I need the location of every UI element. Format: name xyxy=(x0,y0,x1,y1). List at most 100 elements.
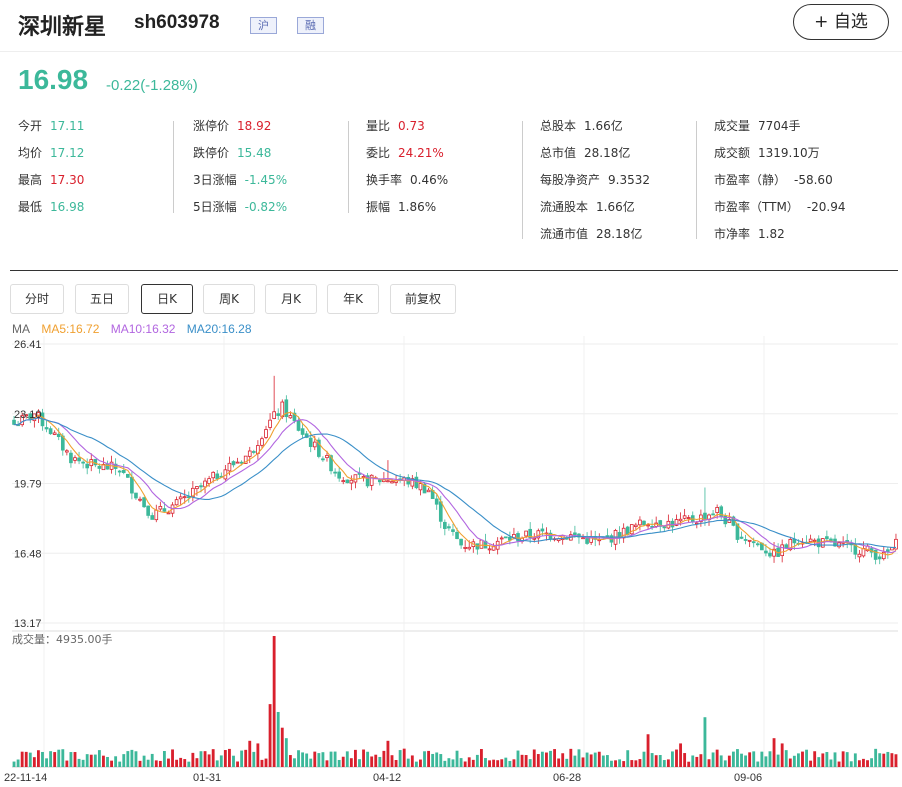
volume-bar xyxy=(853,753,857,767)
volume-bar xyxy=(179,757,183,767)
volume-bar xyxy=(203,751,207,767)
volume-bar xyxy=(679,743,682,767)
volume-bar xyxy=(475,754,479,767)
y-tick-label: 13.17 xyxy=(14,618,42,630)
volume-bar xyxy=(671,751,674,767)
volume-bar xyxy=(256,743,260,767)
volume-bar xyxy=(455,750,459,767)
volume-bar xyxy=(126,751,130,767)
stat-label: 流通市值 xyxy=(540,227,589,241)
candle-body xyxy=(36,412,41,417)
candle-body xyxy=(455,531,459,540)
tab-intraday[interactable]: 分时 xyxy=(10,284,64,314)
volume-bar xyxy=(398,750,402,767)
add-watchlist-button[interactable]: + 自选 xyxy=(793,4,889,40)
candle-body xyxy=(235,461,240,464)
tab-yearly-k[interactable]: 年K xyxy=(327,284,379,314)
candle-body xyxy=(65,450,69,453)
candle-body xyxy=(877,556,882,560)
volume-bar xyxy=(431,753,435,767)
candle-body xyxy=(292,412,297,422)
stat-value: 24.21% xyxy=(398,146,444,160)
candle-body xyxy=(788,538,793,551)
candle-body xyxy=(629,524,634,535)
volume-bar xyxy=(378,756,382,767)
candle-body xyxy=(69,452,73,464)
volume-bar xyxy=(614,760,617,767)
volume-bar xyxy=(463,761,467,767)
stats-divider xyxy=(522,121,523,239)
volume-bar xyxy=(366,751,370,767)
volume-bar xyxy=(870,758,874,767)
volume-bar xyxy=(496,760,500,767)
volume-bar xyxy=(329,751,333,767)
volume-bar xyxy=(12,761,16,767)
volume-bar xyxy=(634,760,638,767)
candle-body xyxy=(251,451,256,453)
tab-monthly-k[interactable]: 月K xyxy=(265,284,317,314)
volume-bar xyxy=(280,727,284,767)
volume-bar xyxy=(492,759,496,767)
volume-bar xyxy=(687,761,691,767)
volume-bar xyxy=(650,753,654,767)
volume-bar xyxy=(642,751,646,767)
volume-bar xyxy=(711,752,715,767)
candle-body xyxy=(24,414,29,417)
candle-body xyxy=(93,458,98,466)
volume-bar xyxy=(691,755,695,767)
candle-body xyxy=(239,461,244,464)
stat-label: 涨停价 xyxy=(193,119,230,133)
volume-bar xyxy=(764,756,768,767)
candle-body xyxy=(48,428,53,435)
stat-row: 市净率 1.82 xyxy=(714,221,846,248)
kline-chart[interactable]: 26.41 23.10 19.79 16.48 13.17 成交量：4935.00手 22-… xyxy=(0,336,902,787)
volume-bar xyxy=(683,753,687,767)
volume-bar xyxy=(866,760,869,767)
tab-daily-k[interactable]: 日K xyxy=(141,284,193,314)
volume-bar xyxy=(553,749,556,767)
volume-bar xyxy=(297,750,300,767)
volume-bar xyxy=(504,757,508,767)
volume-bar xyxy=(337,759,341,767)
candle-body xyxy=(491,546,496,551)
volume-bar xyxy=(715,749,719,767)
candle-body xyxy=(81,461,85,464)
stat-row: 涨停价 18.92 xyxy=(193,113,287,140)
volume-bar xyxy=(500,759,504,767)
volume-bar xyxy=(317,753,321,767)
volume-bar xyxy=(658,755,662,767)
candle-body xyxy=(751,541,756,544)
volume-bar xyxy=(390,755,394,767)
volume-bar xyxy=(309,758,313,767)
tab-five-day[interactable]: 五日 xyxy=(75,284,129,314)
stat-value: 1.66亿 xyxy=(584,119,623,133)
stat-row: 市盈率（静） -58.60 xyxy=(714,167,846,194)
x-tick-label: 09-06 xyxy=(734,772,762,784)
stat-label: 成交量 xyxy=(714,119,751,133)
tab-weekly-k[interactable]: 周K xyxy=(203,284,255,314)
volume-bar xyxy=(699,754,703,767)
stat-label: 跌停价 xyxy=(193,146,230,160)
candle-body xyxy=(207,478,211,484)
stat-value: 28.18亿 xyxy=(584,146,631,160)
candle-body xyxy=(581,537,585,540)
candle-body xyxy=(467,546,472,550)
volume-bar xyxy=(874,748,878,767)
stat-row: 每股净资产 9.3532 xyxy=(540,167,650,194)
candle-body xyxy=(126,473,130,478)
volume-bar xyxy=(36,750,40,767)
ma10-line xyxy=(13,417,897,554)
stat-value: 16.98 xyxy=(50,200,85,214)
volume-bar xyxy=(536,754,540,767)
stat-value: 18.92 xyxy=(237,119,272,133)
volume-bar xyxy=(467,757,471,767)
candle-body xyxy=(117,470,122,473)
volume-bar xyxy=(93,754,97,767)
candle-body xyxy=(377,479,382,483)
volume-bar xyxy=(630,760,634,767)
volume-bar xyxy=(402,748,406,767)
tab-adjust[interactable]: 前复权 xyxy=(390,284,456,314)
candle-body xyxy=(276,413,281,416)
volume-bar xyxy=(53,752,57,767)
candle-body xyxy=(414,476,419,489)
